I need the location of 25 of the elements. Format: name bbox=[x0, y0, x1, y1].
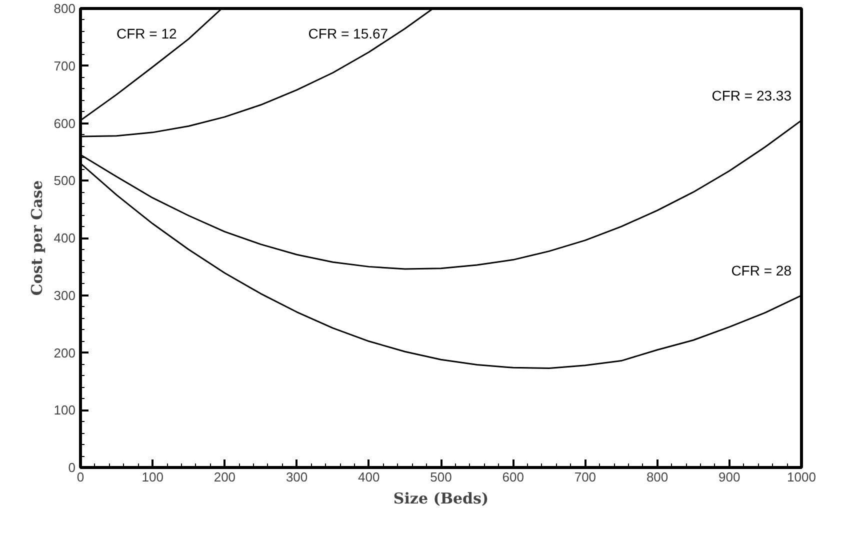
series-label: CFR = 28 bbox=[731, 262, 792, 278]
y-tick-label: 100 bbox=[54, 402, 76, 418]
x-tick-label: 900 bbox=[718, 470, 740, 484]
x-tick-label: 100 bbox=[142, 470, 164, 484]
series-label: CFR = 15.67 bbox=[308, 26, 388, 42]
x-tick-label: 400 bbox=[358, 470, 380, 484]
y-axis-title: Cost per Case bbox=[28, 180, 46, 296]
y-tick-label: 700 bbox=[54, 58, 76, 74]
y-tick-label: 300 bbox=[54, 288, 76, 303]
series-label: CFR = 23.33 bbox=[712, 87, 792, 104]
legend-label: CFR = 12 bbox=[116, 26, 178, 42]
y-tick-label: 400 bbox=[54, 230, 76, 246]
x-tick-label: 200 bbox=[214, 470, 236, 484]
y-tick-label: 200 bbox=[54, 345, 76, 360]
x-tick-label: 700 bbox=[574, 470, 596, 484]
y-tick-label: 0 bbox=[68, 460, 76, 475]
x-tick-label: 500 bbox=[430, 470, 452, 484]
y-tick-label: 800 bbox=[54, 1, 76, 16]
x-tick-label: 1000 bbox=[787, 470, 816, 484]
x-tick-label: 600 bbox=[502, 470, 524, 484]
y-tick-label: 600 bbox=[54, 116, 76, 131]
x-tick-label: 800 bbox=[646, 470, 668, 484]
y-tick-label: 500 bbox=[54, 173, 76, 188]
x-axis-title: Size (Beds) bbox=[393, 490, 489, 508]
x-tick-label: 300 bbox=[286, 470, 308, 484]
